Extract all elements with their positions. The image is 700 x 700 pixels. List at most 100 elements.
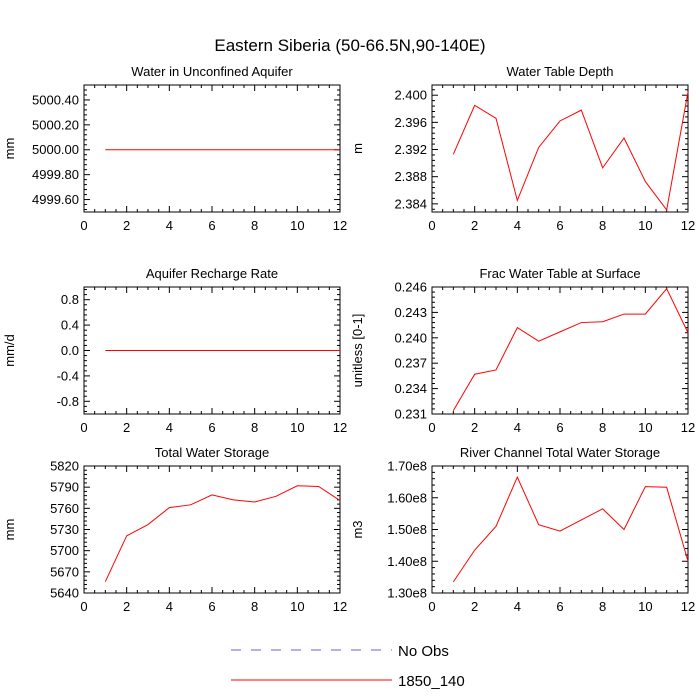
y-tick-label: 1.50e8 bbox=[387, 522, 427, 537]
x-tick-label: 6 bbox=[208, 599, 215, 614]
y-axis-label: mm/d bbox=[2, 334, 17, 367]
x-tick-label: 2 bbox=[471, 218, 478, 233]
x-tick-label: 2 bbox=[471, 599, 478, 614]
x-tick-label: 0 bbox=[80, 420, 87, 435]
plot-frame-water-table-depth bbox=[431, 84, 689, 213]
x-tick-label: 6 bbox=[556, 599, 563, 614]
x-tick-label: 0 bbox=[428, 420, 435, 435]
y-tick-label: 5790 bbox=[50, 480, 79, 495]
x-tick-label: 2 bbox=[123, 420, 130, 435]
y-tick-label: 5700 bbox=[50, 543, 79, 558]
y-tick-label: 0.240 bbox=[394, 330, 427, 345]
y-tick-label: 5000.40 bbox=[32, 92, 79, 107]
y-tick-label: 0.246 bbox=[394, 280, 427, 295]
panel-aquifer-recharge-rate: Aquifer Recharge Rate mm/d 0 2 4 6 8 10 12 -0.8 -0… bbox=[2, 266, 347, 435]
panel-water-in-unconfined-aquifer: Water in Unconfined Aquifer mm 0 2 4 6 8 10 12 49… bbox=[2, 64, 347, 233]
x-tick-label: 8 bbox=[599, 420, 606, 435]
y-tick-label: 0.0 bbox=[61, 343, 79, 358]
x-tick-label: 4 bbox=[166, 420, 173, 435]
panel-title: Total Water Storage bbox=[155, 445, 269, 460]
x-tick-label: 4 bbox=[514, 420, 521, 435]
figure-title: Eastern Siberia (50-66.5N,90-140E) bbox=[214, 36, 485, 55]
y-tick-label: 0.231 bbox=[394, 407, 427, 422]
x-tick-label: 10 bbox=[290, 420, 304, 435]
y-axis-label: mm bbox=[2, 519, 17, 541]
x-tick-label: 2 bbox=[123, 599, 130, 614]
series-line-1850-140 bbox=[452, 91, 689, 212]
panel-title: Water in Unconfined Aquifer bbox=[131, 64, 293, 79]
series-line-1850-140 bbox=[104, 485, 341, 582]
y-tick-label: 1.70e8 bbox=[387, 459, 427, 474]
x-tick-label: 12 bbox=[333, 599, 347, 614]
y-tick-label: 1.40e8 bbox=[387, 554, 427, 569]
y-tick-label: 0.4 bbox=[61, 318, 79, 333]
x-tick-label: 0 bbox=[428, 599, 435, 614]
y-tick-label: 5820 bbox=[50, 459, 79, 474]
x-tick-label: 12 bbox=[681, 218, 695, 233]
x-tick-label: 12 bbox=[333, 420, 347, 435]
legend: No Obs 1850_140 bbox=[231, 643, 465, 690]
x-tick-label: 2 bbox=[123, 218, 130, 233]
x-tick-label: 6 bbox=[556, 420, 563, 435]
y-tick-label: 0.8 bbox=[61, 292, 79, 307]
x-tick-label: 8 bbox=[251, 218, 258, 233]
x-tick-label: 12 bbox=[681, 420, 695, 435]
y-tick-label: 0.237 bbox=[394, 356, 427, 371]
y-axis-label: m3 bbox=[350, 520, 365, 538]
x-tick-label: 6 bbox=[208, 218, 215, 233]
panels: Water in Unconfined Aquifer mm 0 2 4 6 8 10 12 49… bbox=[2, 64, 695, 614]
y-tick-label: -0.8 bbox=[57, 394, 79, 409]
y-tick-label: 1.60e8 bbox=[387, 490, 427, 505]
y-tick-label: 5760 bbox=[50, 501, 79, 516]
panel-title: Water Table Depth bbox=[507, 64, 614, 79]
y-tick-label: 2.388 bbox=[394, 169, 427, 184]
legend-label-1850-140: 1850_140 bbox=[398, 673, 465, 690]
y-tick-label: 5000.00 bbox=[32, 142, 79, 157]
x-tick-label: 8 bbox=[251, 420, 258, 435]
x-tick-label: 0 bbox=[80, 599, 87, 614]
y-tick-label: 4999.80 bbox=[32, 167, 79, 182]
y-tick-label: 5000.20 bbox=[32, 117, 79, 132]
plot-frame-total-water-storage bbox=[83, 465, 341, 594]
x-tick-label: 12 bbox=[681, 599, 695, 614]
legend-label-no-obs: No Obs bbox=[398, 643, 449, 660]
x-tick-label: 8 bbox=[599, 599, 606, 614]
x-tick-label: 10 bbox=[290, 218, 304, 233]
y-tick-label: 2.400 bbox=[394, 88, 427, 103]
y-tick-label: 2.384 bbox=[394, 196, 427, 211]
series-line-1850-140 bbox=[452, 475, 689, 583]
y-axis-label: m bbox=[350, 143, 365, 154]
panel-title: Frac Water Table at Surface bbox=[479, 266, 640, 281]
y-tick-label: 1.30e8 bbox=[387, 586, 427, 601]
x-tick-label: 4 bbox=[166, 218, 173, 233]
panel-water-table-depth: Water Table Depth m 0 2 4 6 8 10 12 2.384 2.388 2.3… bbox=[350, 64, 695, 233]
y-axis-label: unitless [0-1] bbox=[350, 314, 365, 388]
x-tick-label: 10 bbox=[290, 599, 304, 614]
x-tick-label: 10 bbox=[638, 599, 652, 614]
panel-frac-water-table-at-surface: Frac Water Table at Surface unitless [0-1… bbox=[350, 266, 695, 435]
x-tick-label: 8 bbox=[599, 218, 606, 233]
x-tick-label: 8 bbox=[251, 599, 258, 614]
panel-title: Aquifer Recharge Rate bbox=[146, 266, 278, 281]
panel-title: River Channel Total Water Storage bbox=[460, 445, 660, 460]
x-tick-label: 0 bbox=[428, 218, 435, 233]
x-tick-label: 4 bbox=[166, 599, 173, 614]
plot-frame-frac-water-table-at-surface bbox=[431, 286, 689, 415]
y-tick-label: 5640 bbox=[50, 586, 79, 601]
y-axis-label: mm bbox=[2, 138, 17, 160]
y-tick-label: 5670 bbox=[50, 564, 79, 579]
x-tick-label: 4 bbox=[514, 599, 521, 614]
x-tick-label: 6 bbox=[208, 420, 215, 435]
y-tick-label: 0.243 bbox=[394, 305, 427, 320]
x-tick-label: 0 bbox=[80, 218, 87, 233]
y-tick-label: 2.392 bbox=[394, 142, 427, 157]
plot-frame-water-in-unconfined-aquifer bbox=[83, 84, 341, 213]
x-tick-label: 2 bbox=[471, 420, 478, 435]
panel-river-channel-total-water-storage: River Channel Total Water Storage m3 0 2 4 6 8… bbox=[350, 445, 695, 614]
x-tick-label: 10 bbox=[638, 218, 652, 233]
series-line-1850-140 bbox=[452, 287, 689, 411]
x-tick-label: 10 bbox=[638, 420, 652, 435]
y-tick-label: 4999.60 bbox=[32, 192, 79, 207]
panel-total-water-storage: Total Water Storage mm 0 2 4 6 8 10 12 5640 5670 57… bbox=[2, 445, 347, 614]
